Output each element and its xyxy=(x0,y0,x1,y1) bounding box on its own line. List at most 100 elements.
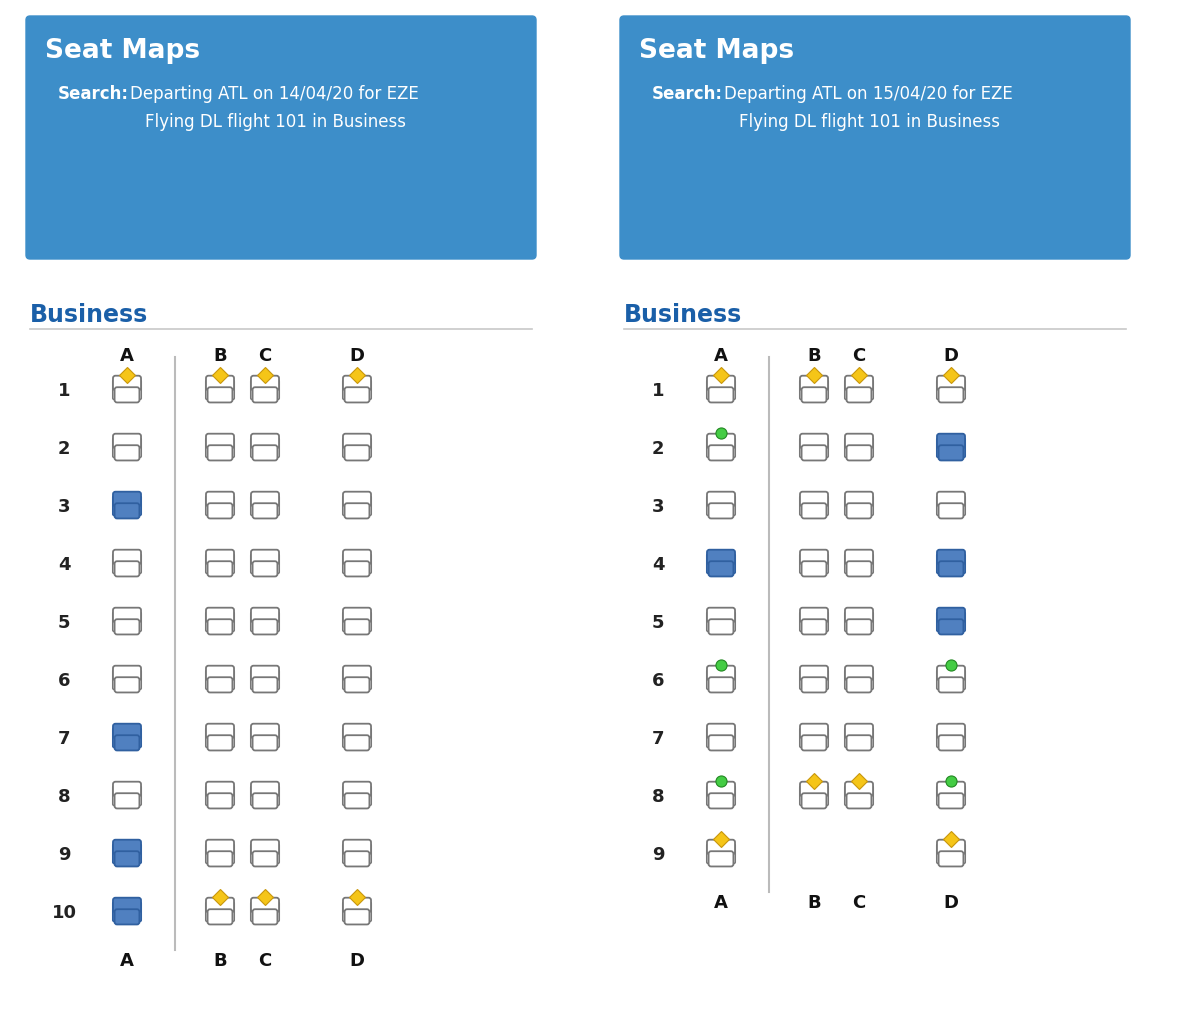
FancyBboxPatch shape xyxy=(845,724,874,738)
Text: D: D xyxy=(349,952,365,970)
FancyBboxPatch shape xyxy=(134,496,142,516)
FancyBboxPatch shape xyxy=(251,375,280,391)
FancyBboxPatch shape xyxy=(343,724,371,738)
FancyBboxPatch shape xyxy=(343,491,371,506)
FancyBboxPatch shape xyxy=(206,491,234,506)
FancyBboxPatch shape xyxy=(205,728,212,747)
FancyBboxPatch shape xyxy=(252,909,277,924)
FancyBboxPatch shape xyxy=(205,496,212,516)
FancyBboxPatch shape xyxy=(252,387,277,403)
Text: 8: 8 xyxy=(652,788,665,806)
FancyBboxPatch shape xyxy=(728,554,736,574)
FancyBboxPatch shape xyxy=(252,445,277,461)
FancyBboxPatch shape xyxy=(134,380,142,400)
FancyBboxPatch shape xyxy=(114,735,139,751)
FancyBboxPatch shape xyxy=(938,387,964,403)
FancyBboxPatch shape xyxy=(958,612,965,632)
FancyBboxPatch shape xyxy=(344,503,370,519)
FancyBboxPatch shape xyxy=(938,677,964,693)
FancyBboxPatch shape xyxy=(938,561,964,577)
FancyBboxPatch shape xyxy=(343,786,350,805)
FancyBboxPatch shape xyxy=(113,438,120,458)
FancyBboxPatch shape xyxy=(937,670,944,690)
FancyBboxPatch shape xyxy=(866,670,874,690)
FancyBboxPatch shape xyxy=(251,786,258,805)
FancyBboxPatch shape xyxy=(620,16,1130,259)
FancyBboxPatch shape xyxy=(343,554,350,574)
Text: 9: 9 xyxy=(58,846,71,864)
FancyBboxPatch shape xyxy=(728,670,736,690)
FancyBboxPatch shape xyxy=(227,380,234,400)
FancyBboxPatch shape xyxy=(344,793,370,809)
Text: B: B xyxy=(214,347,227,365)
FancyBboxPatch shape xyxy=(800,666,828,680)
FancyBboxPatch shape xyxy=(937,375,965,391)
FancyBboxPatch shape xyxy=(251,728,258,747)
FancyBboxPatch shape xyxy=(227,902,234,921)
FancyBboxPatch shape xyxy=(821,380,828,400)
Text: 1: 1 xyxy=(652,382,665,400)
FancyBboxPatch shape xyxy=(707,608,736,622)
FancyBboxPatch shape xyxy=(845,550,874,564)
FancyBboxPatch shape xyxy=(227,844,234,863)
FancyBboxPatch shape xyxy=(937,728,944,747)
FancyBboxPatch shape xyxy=(113,902,120,921)
FancyBboxPatch shape xyxy=(113,550,142,564)
FancyBboxPatch shape xyxy=(208,677,233,693)
FancyBboxPatch shape xyxy=(251,554,258,574)
FancyBboxPatch shape xyxy=(113,844,120,863)
Text: 2: 2 xyxy=(58,440,71,458)
FancyBboxPatch shape xyxy=(845,786,852,805)
FancyBboxPatch shape xyxy=(707,375,736,391)
FancyBboxPatch shape xyxy=(937,380,944,400)
Text: 3: 3 xyxy=(58,498,71,516)
FancyBboxPatch shape xyxy=(937,491,965,506)
FancyBboxPatch shape xyxy=(799,728,806,747)
FancyBboxPatch shape xyxy=(227,786,234,805)
FancyBboxPatch shape xyxy=(800,608,828,622)
Text: B: B xyxy=(214,952,227,970)
FancyBboxPatch shape xyxy=(707,496,714,516)
FancyBboxPatch shape xyxy=(134,902,142,921)
FancyBboxPatch shape xyxy=(937,724,965,738)
FancyBboxPatch shape xyxy=(845,608,874,622)
Text: A: A xyxy=(714,894,728,912)
FancyBboxPatch shape xyxy=(272,612,280,632)
FancyBboxPatch shape xyxy=(205,554,212,574)
FancyBboxPatch shape xyxy=(707,786,714,805)
FancyBboxPatch shape xyxy=(364,554,371,574)
FancyBboxPatch shape xyxy=(272,496,280,516)
FancyBboxPatch shape xyxy=(208,503,233,519)
FancyBboxPatch shape xyxy=(344,677,370,693)
Text: A: A xyxy=(120,952,134,970)
FancyBboxPatch shape xyxy=(802,619,827,635)
FancyBboxPatch shape xyxy=(113,786,120,805)
FancyBboxPatch shape xyxy=(206,375,234,391)
FancyBboxPatch shape xyxy=(707,612,714,632)
FancyBboxPatch shape xyxy=(344,735,370,751)
FancyBboxPatch shape xyxy=(364,670,371,690)
FancyBboxPatch shape xyxy=(364,612,371,632)
FancyBboxPatch shape xyxy=(707,554,714,574)
FancyBboxPatch shape xyxy=(113,898,142,912)
FancyBboxPatch shape xyxy=(937,496,944,516)
FancyBboxPatch shape xyxy=(866,380,874,400)
Text: 4: 4 xyxy=(58,556,71,574)
Text: Seat Maps: Seat Maps xyxy=(46,38,200,64)
FancyBboxPatch shape xyxy=(113,724,142,738)
FancyBboxPatch shape xyxy=(707,491,736,506)
FancyBboxPatch shape xyxy=(343,380,350,400)
FancyBboxPatch shape xyxy=(344,445,370,461)
Text: B: B xyxy=(808,894,821,912)
FancyBboxPatch shape xyxy=(251,666,280,680)
FancyBboxPatch shape xyxy=(364,438,371,458)
FancyBboxPatch shape xyxy=(343,666,371,680)
FancyBboxPatch shape xyxy=(938,445,964,461)
FancyBboxPatch shape xyxy=(708,445,733,461)
FancyBboxPatch shape xyxy=(114,387,139,403)
FancyBboxPatch shape xyxy=(206,433,234,448)
FancyBboxPatch shape xyxy=(937,433,965,448)
FancyBboxPatch shape xyxy=(866,554,874,574)
FancyBboxPatch shape xyxy=(251,844,258,863)
FancyBboxPatch shape xyxy=(208,793,233,809)
